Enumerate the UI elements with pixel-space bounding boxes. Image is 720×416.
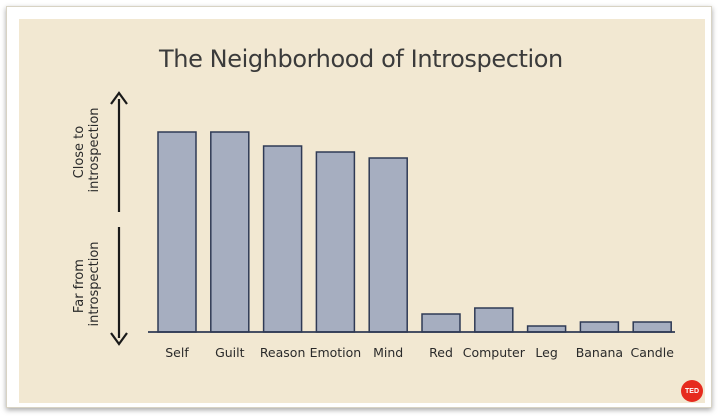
bar-candle: [632, 321, 672, 333]
x-tick-labels: Self Guilt Reason Emotion Mind Red Computer Leg…: [165, 345, 674, 360]
x-tick-label-banana: Banana: [576, 345, 623, 360]
x-tick-label-self: Self: [165, 345, 189, 360]
bar-reason: [262, 145, 303, 333]
up-arrow-icon: [110, 91, 128, 105]
x-tick-label-red: Red: [429, 345, 453, 360]
x-tick-label-mind: Mind: [373, 345, 403, 360]
bar-red: [421, 313, 461, 333]
bar-chart: Self Guilt Reason Emotion Mind Red Computer Leg…: [72, 91, 675, 360]
bars-group: [157, 131, 672, 333]
bar-mind: [368, 157, 408, 333]
y-label-bottom: Far from introspection: [72, 241, 102, 326]
y-label-bottom-line-2: introspection: [87, 241, 102, 326]
slide: The Neighborhood of Introspection Self Gu…: [19, 19, 705, 403]
y-label-bottom-line-1: Far from: [72, 259, 87, 313]
x-tick-label-candle: Candle: [630, 345, 674, 360]
down-arrow-icon: [110, 332, 128, 346]
chart-title: The Neighborhood of Introspection: [159, 45, 563, 73]
x-tick-label-leg: Leg: [535, 345, 557, 360]
y-label-top-line-2: introspection: [87, 107, 102, 192]
bar-emotion: [315, 151, 356, 333]
bar-guilt: [210, 131, 250, 333]
y-label-top-line-1: Close to: [72, 126, 87, 179]
x-tick-label-guilt: Guilt: [215, 345, 245, 360]
ted-logo-icon: TED: [681, 380, 703, 402]
y-label-top: Close to introspection: [72, 107, 102, 192]
y-axis-indicator: Close to introspection Far from introspe…: [72, 91, 128, 346]
x-tick-label-computer: Computer: [463, 345, 526, 360]
bar-computer: [474, 307, 514, 333]
x-tick-label-reason: Reason: [260, 345, 306, 360]
x-tick-label-emotion: Emotion: [310, 345, 362, 360]
bar-banana: [579, 321, 620, 333]
slide-frame: The Neighborhood of Introspection Self Gu…: [6, 6, 712, 408]
bar-self: [157, 131, 197, 333]
